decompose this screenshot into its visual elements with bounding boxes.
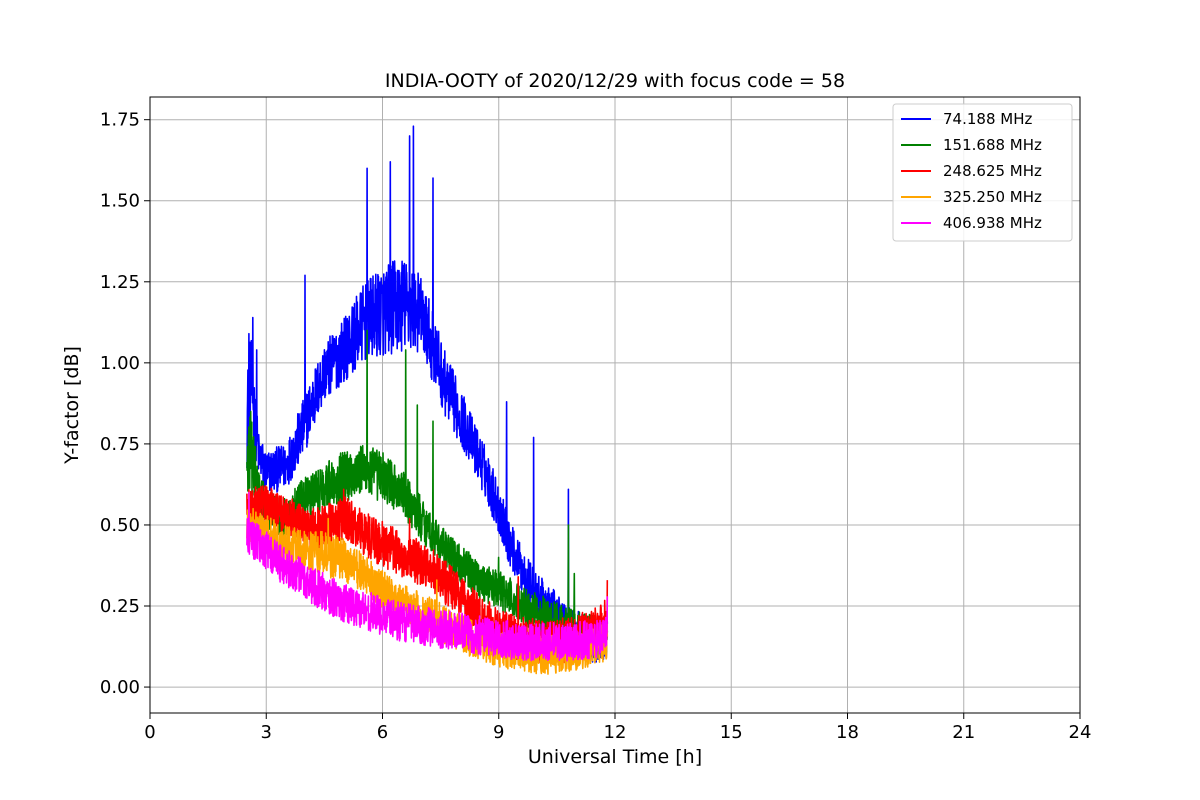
y-tick-label: 0.25 — [100, 596, 140, 617]
x-axis-label: Universal Time [h] — [528, 746, 702, 768]
legend-label: 325.250 MHz — [943, 188, 1042, 206]
x-tick-label: 24 — [1069, 722, 1092, 743]
series-line-1 — [246, 329, 609, 656]
y-tick-label: 0.75 — [100, 434, 140, 455]
x-tick-label: 21 — [952, 722, 975, 743]
x-tick-label: 3 — [261, 722, 272, 743]
y-tick-label: 1.00 — [100, 353, 140, 374]
legend-box — [892, 103, 1073, 242]
y-tick-label: 0.50 — [100, 515, 140, 536]
x-axis: 0 3 6 9 12 15 18 21 24 — [144, 713, 1091, 743]
y-tick-label: 1.50 — [100, 191, 140, 212]
legend-label: 248.625 MHz — [943, 162, 1042, 180]
legend-label: 74.188 MHz — [943, 110, 1032, 128]
x-tick-label: 6 — [377, 722, 388, 743]
x-tick-label: 18 — [836, 722, 859, 743]
legend-label: 406.938 MHz — [943, 214, 1042, 232]
legend-label: 151.688 MHz — [943, 136, 1042, 154]
x-tick-label: 9 — [493, 722, 504, 743]
series-line-0 — [246, 125, 609, 663]
x-tick-label: 0 — [144, 722, 155, 743]
series-layer — [246, 125, 609, 675]
legend: 74.188 MHz 151.688 MHz 248.625 MHz 325.250 … — [892, 103, 1073, 242]
y-axis-label: Y-factor [dB] — [61, 346, 83, 465]
x-tick-label: 15 — [720, 722, 743, 743]
y-tick-label: 0.00 — [100, 677, 140, 698]
series-line-4 — [246, 491, 609, 662]
x-tick-label: 12 — [604, 722, 627, 743]
chart-title: INDIA-OOTY of 2020/12/29 with focus code… — [385, 70, 845, 92]
y-tick-label: 1.25 — [100, 272, 140, 293]
y-axis: 0.00 0.25 0.50 0.75 1.00 1.25 1.50 1.75 — [100, 110, 150, 698]
series-line-2 — [246, 485, 609, 665]
y-tick-label: 1.75 — [100, 110, 140, 131]
